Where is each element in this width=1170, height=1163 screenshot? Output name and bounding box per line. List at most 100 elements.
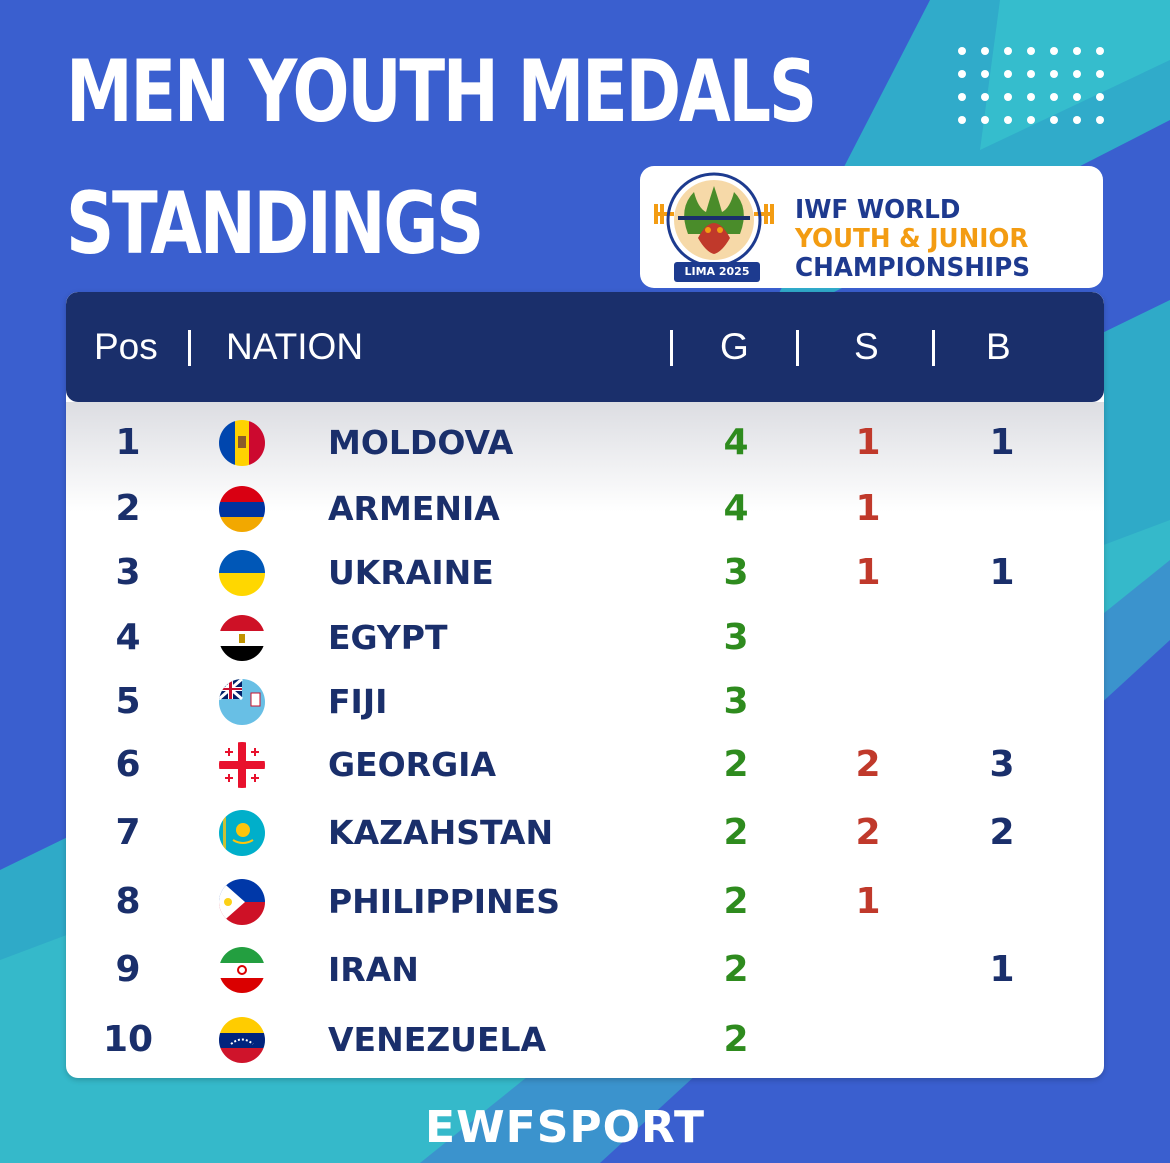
decor-dot bbox=[1073, 70, 1081, 78]
armenia-flag-icon bbox=[219, 486, 265, 532]
row-silver-count bbox=[838, 605, 898, 671]
row-nation: KAZAHSTAN bbox=[328, 813, 554, 852]
decor-dot bbox=[958, 70, 966, 78]
row-bronze-count: 2 bbox=[989, 812, 1015, 853]
decor-dot bbox=[958, 93, 966, 101]
logo-line-3: CHAMPIONSHIPS bbox=[795, 253, 1031, 283]
row-nation: UKRAINE bbox=[328, 553, 494, 592]
row-position: 2 bbox=[115, 488, 141, 529]
kazakhstan-flag-icon bbox=[219, 810, 265, 856]
logo-line-2: YOUTH & JUNIOR bbox=[795, 224, 1029, 254]
table-row: 8 PHILIPPINES 2 1 bbox=[66, 869, 1104, 935]
row-nation: MOLDOVA bbox=[328, 423, 514, 462]
row-position: 8 bbox=[115, 881, 141, 922]
row-nation: ARMENIA bbox=[328, 489, 500, 528]
header-bronze: B bbox=[986, 326, 1011, 367]
decor-dot bbox=[1027, 116, 1035, 124]
header-separator bbox=[188, 330, 191, 366]
title-line-1: MEN YOUTH MEDALS bbox=[66, 42, 817, 142]
decor-dot bbox=[1073, 47, 1081, 55]
table-row: 4 EGYPT 3 bbox=[66, 605, 1104, 671]
decor-dot bbox=[1096, 70, 1104, 78]
header-nation: NATION bbox=[226, 326, 364, 367]
table-row: 7 KAZAHSTAN 2 2 2 bbox=[66, 800, 1104, 866]
iran-flag-icon bbox=[219, 947, 265, 993]
championship-logo-card: LIMA 2025 IWF WORLD YOUTH & JUNIOR CHAMP… bbox=[640, 166, 1103, 288]
row-bronze-count bbox=[972, 476, 1032, 542]
decor-dot bbox=[981, 47, 989, 55]
table-row: 10 VENEZUELA 2 bbox=[66, 1007, 1104, 1073]
row-bronze-count bbox=[972, 605, 1032, 671]
table-row: 6 GEORGIA 2 2 3 bbox=[66, 732, 1104, 798]
row-bronze-count bbox=[972, 869, 1032, 935]
decor-dot bbox=[1050, 70, 1058, 78]
row-gold-count: 3 bbox=[723, 617, 749, 658]
row-gold-count: 2 bbox=[723, 1019, 749, 1060]
georgia-flag-icon bbox=[219, 742, 265, 788]
row-bronze-count: 1 bbox=[989, 552, 1015, 593]
decor-dot bbox=[1004, 93, 1012, 101]
header-separator bbox=[670, 330, 673, 366]
header-separator bbox=[932, 330, 935, 366]
decor-dot bbox=[1004, 116, 1012, 124]
row-nation: PHILIPPINES bbox=[328, 882, 560, 921]
row-silver-count: 1 bbox=[855, 881, 881, 922]
table-row: 9 IRAN 2 1 bbox=[66, 937, 1104, 1003]
decor-dot bbox=[1073, 93, 1081, 101]
row-position: 9 bbox=[115, 949, 141, 990]
row-gold-count: 4 bbox=[723, 422, 749, 463]
row-gold-count: 2 bbox=[723, 949, 749, 990]
row-position: 1 bbox=[115, 422, 141, 463]
row-silver-count bbox=[838, 1007, 898, 1073]
header-separator bbox=[796, 330, 799, 366]
row-bronze-count: 3 bbox=[989, 744, 1015, 785]
table-row: 3 UKRAINE 3 1 1 bbox=[66, 540, 1104, 606]
medal-standings-table: Pos NATION G S B 1 MOLDOVA 4 1 1 2 ARMENIA 4 1 3 U… bbox=[66, 292, 1104, 1078]
decor-dot bbox=[1096, 93, 1104, 101]
decor-dot bbox=[1027, 47, 1035, 55]
row-gold-count: 4 bbox=[723, 488, 749, 529]
row-position: 10 bbox=[102, 1019, 154, 1060]
fiji-flag-icon bbox=[219, 679, 265, 725]
decor-dot bbox=[1073, 116, 1081, 124]
championship-name: IWF WORLD YOUTH & JUNIOR CHAMPIONSHIPS bbox=[795, 196, 1030, 283]
table-row: 5 FIJI 3 bbox=[66, 669, 1104, 735]
title-line-2: STANDINGS bbox=[66, 174, 484, 274]
row-silver-count: 1 bbox=[855, 552, 881, 593]
decor-dot bbox=[1004, 47, 1012, 55]
row-silver-count: 2 bbox=[855, 812, 881, 853]
egypt-flag-icon bbox=[219, 615, 265, 661]
decor-dot bbox=[981, 70, 989, 78]
venezuela-flag-icon bbox=[219, 1017, 265, 1063]
header-gold: G bbox=[720, 326, 749, 367]
ukraine-flag-icon bbox=[219, 550, 265, 596]
moldova-flag-icon bbox=[219, 420, 265, 466]
page-title: MEN YOUTH MEDALS STANDINGS bbox=[66, 26, 817, 290]
decor-dot bbox=[1050, 93, 1058, 101]
row-position: 5 bbox=[115, 681, 141, 722]
row-silver-count: 1 bbox=[855, 422, 881, 463]
row-gold-count: 2 bbox=[723, 812, 749, 853]
decor-dot bbox=[1027, 70, 1035, 78]
logo-line-1: IWF WORLD bbox=[795, 195, 961, 225]
decor-dot bbox=[958, 116, 966, 124]
header-pos: Pos bbox=[94, 326, 158, 367]
row-bronze-count: 1 bbox=[989, 422, 1015, 463]
row-nation: IRAN bbox=[328, 950, 419, 989]
row-silver-count bbox=[838, 669, 898, 735]
decor-dot bbox=[1050, 47, 1058, 55]
header-silver: S bbox=[854, 326, 879, 367]
row-position: 4 bbox=[115, 617, 141, 658]
dot-grid-decoration bbox=[958, 47, 1104, 124]
decor-dot bbox=[1004, 70, 1012, 78]
decor-dot bbox=[1096, 47, 1104, 55]
row-gold-count: 3 bbox=[723, 681, 749, 722]
row-bronze-count bbox=[972, 1007, 1032, 1073]
row-silver-count bbox=[838, 937, 898, 1003]
row-gold-count: 2 bbox=[723, 881, 749, 922]
lima-2025-tag: LIMA 2025 bbox=[674, 262, 760, 282]
philippines-flag-icon bbox=[219, 879, 265, 925]
row-silver-count: 2 bbox=[855, 744, 881, 785]
row-gold-count: 3 bbox=[723, 552, 749, 593]
table-row: 1 MOLDOVA 4 1 1 bbox=[66, 410, 1104, 476]
